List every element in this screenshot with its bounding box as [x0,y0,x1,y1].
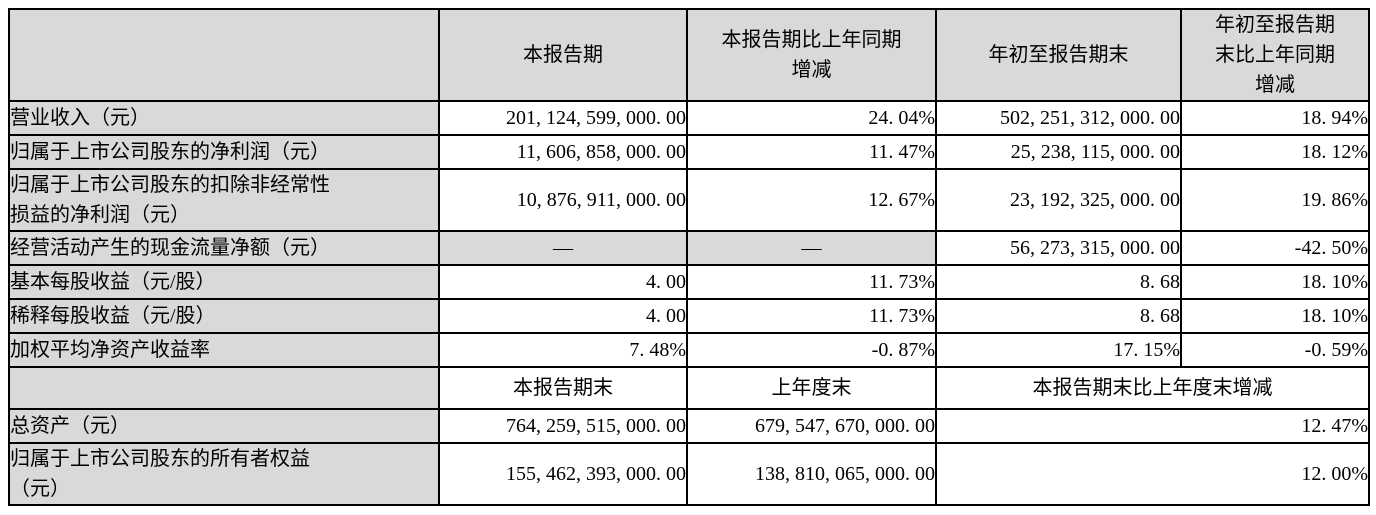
value-cell: -42. 50% [1180,230,1370,266]
value-cell: 155, 462, 393, 000. 00 [438,442,688,506]
header-current-period: 本报告期 [438,8,688,102]
value-cell: -0. 59% [1180,332,1370,368]
row-total-assets: 总资产（元） 764, 259, 515, 000. 00 679, 547, … [8,408,1370,444]
value-cell: 11. 73% [686,264,937,300]
header-period-yoy-change-text: 本报告期比上年同期增减 [721,29,902,81]
row-label: 经营活动产生的现金流量净额（元） [8,230,440,266]
row-label: 营业收入（元） [8,100,440,136]
value-cell: 25, 238, 115, 000. 00 [935,134,1182,170]
row-net-profit-excl-nonrecurring: 归属于上市公司股东的扣除非经常性损益的净利润（元） 10, 876, 911, … [8,168,1370,232]
value-cell: 12. 67% [686,168,937,232]
value-cell: 8. 68 [935,264,1182,300]
row-label: 稀释每股收益（元/股） [8,298,440,334]
row-basic-eps: 基本每股收益（元/股） 4. 00 11. 73% 8. 68 18. 10% [8,264,1370,300]
value-cell: 7. 48% [438,332,688,368]
row-owners-equity: 归属于上市公司股东的所有者权益（元） 155, 462, 393, 000. 0… [8,442,1370,506]
value-cell: 201, 124, 599, 000. 00 [438,100,688,136]
header-end-of-prior-year: 上年度末 [686,366,937,410]
value-cell: 18. 12% [1180,134,1370,170]
header-year-to-date: 年初至报告期末 [935,8,1182,102]
value-cell: 8. 68 [935,298,1182,334]
row-weighted-avg-roe: 加权平均净资产收益率 7. 48% -0. 87% 17. 15% -0. 59… [8,332,1370,368]
value-cell: 12. 47% [935,408,1370,444]
row-label-text: 稀释每股收益（元/股） [10,305,216,327]
header-period-yoy-change: 本报告期比上年同期增减 [686,8,937,102]
row-label: 归属于上市公司股东的扣除非经常性损益的净利润（元） [8,168,440,232]
row-label: 总资产（元） [8,408,440,444]
value-cell: 4. 00 [438,264,688,300]
financial-summary-table: 本报告期 本报告期比上年同期增减 年初至报告期末 年初至报告期末比上年同期增减 … [8,8,1370,506]
value-cell: -0. 87% [686,332,937,368]
header-row-2: 本报告期末 上年度末 本报告期末比上年度末增减 [8,366,1370,410]
row-label: 归属于上市公司股东的净利润（元） [8,134,440,170]
value-cell: 11. 73% [686,298,937,334]
value-cell: 19. 86% [1180,168,1370,232]
value-cell: 4. 00 [438,298,688,334]
row-label-text: 加权平均净资产收益率 [10,339,210,361]
row-label-text: 归属于上市公司股东的扣除非经常性损益的净利润（元） [10,174,330,226]
value-cell: 24. 04% [686,100,937,136]
value-cell: 11. 47% [686,134,937,170]
value-cell: 23, 192, 325, 000. 00 [935,168,1182,232]
value-cell: 138, 810, 065, 000. 00 [686,442,937,506]
value-cell: 17. 15% [935,332,1182,368]
row-net-profit: 归属于上市公司股东的净利润（元） 11, 606, 858, 000. 00 1… [8,134,1370,170]
value-cell: 764, 259, 515, 000. 00 [438,408,688,444]
row-label-text: 归属于上市公司股东的所有者权益（元） [10,448,310,500]
row-label: 基本每股收益（元/股） [8,264,440,300]
row-diluted-eps: 稀释每股收益（元/股） 4. 00 11. 73% 8. 68 18. 10% [8,298,1370,334]
header2-corner-cell [8,366,440,410]
header-ytd-yoy-change-text: 年初至报告期末比上年同期增减 [1215,14,1335,96]
row-label-text: 营业收入（元） [10,107,150,129]
value-cell: 10, 876, 911, 000. 00 [438,168,688,232]
value-cell: 679, 547, 670, 000. 00 [686,408,937,444]
row-label-text: 基本每股收益（元/股） [10,271,216,293]
row-label-text: 总资产（元） [10,415,130,437]
value-cell: 11, 606, 858, 000. 00 [438,134,688,170]
row-operating-revenue: 营业收入（元） 201, 124, 599, 000. 00 24. 04% 5… [8,100,1370,136]
row-label-text: 经营活动产生的现金流量净额（元） [10,237,330,259]
header-row-1: 本报告期 本报告期比上年同期增减 年初至报告期末 年初至报告期末比上年同期增减 [8,8,1370,102]
value-cell: 56, 273, 315, 000. 00 [935,230,1182,266]
value-cell: 18. 10% [1180,298,1370,334]
header-corner-cell [8,8,440,102]
value-cell: 12. 00% [935,442,1370,506]
value-cell: 18. 10% [1180,264,1370,300]
header-ytd-yoy-change: 年初至报告期末比上年同期增减 [1180,8,1370,102]
row-label-text: 归属于上市公司股东的净利润（元） [10,141,330,163]
row-operating-cash-flow: 经营活动产生的现金流量净额（元） — — 56, 273, 315, 000. … [8,230,1370,266]
row-label: 归属于上市公司股东的所有者权益（元） [8,442,440,506]
value-cell: 18. 94% [1180,100,1370,136]
empty-dash-cell: — [438,230,688,266]
header-period-end-vs-prior-year-change: 本报告期末比上年度末增减 [935,366,1370,410]
row-label: 加权平均净资产收益率 [8,332,440,368]
empty-dash-cell: — [686,230,937,266]
header-end-of-period: 本报告期末 [438,366,688,410]
value-cell: 502, 251, 312, 000. 00 [935,100,1182,136]
